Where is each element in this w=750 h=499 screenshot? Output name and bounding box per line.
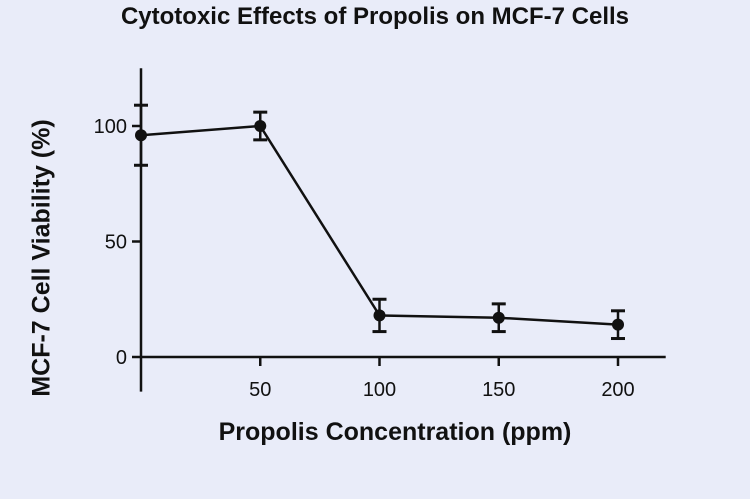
y-tick-label: 100 [94,116,127,138]
x-tick-label: 100 [363,379,396,401]
x-tick-label: 50 [249,379,271,401]
x-axis-label: Propolis Concentration (ppm) [218,418,572,446]
y-tick-label: 0 [116,347,127,369]
data-point [492,311,505,324]
data-point [254,120,267,132]
x-tick-label: 200 [601,379,634,401]
data-point [135,129,147,142]
series-line [140,124,619,326]
y-axis-label: MCF-7 Cell Viability (%) [27,119,56,397]
x-tick-label: 150 [482,379,515,401]
y-tick-label: 50 [105,232,127,254]
chart-title: Cytotoxic Effects of Propolis on MCF-7 C… [120,3,630,30]
data-point [373,309,386,322]
data-point [612,318,624,331]
